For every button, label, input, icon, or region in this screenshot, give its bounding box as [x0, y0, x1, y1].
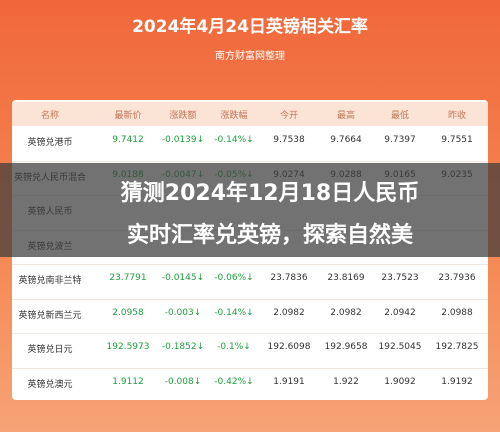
table-cell: -0.008↓: [164, 376, 202, 387]
table-cell: 192.6098: [267, 342, 311, 352]
table-cell: 192.5973: [106, 342, 150, 352]
table-cell: 1.9192: [441, 376, 473, 387]
row-divider: [12, 367, 488, 369]
table-cell: 1.9092: [384, 376, 416, 387]
overlay: [0, 163, 500, 257]
table-cell: 9.7664: [330, 135, 362, 145]
table-cell: 2.0982: [330, 307, 362, 318]
table-cell: 23.7836: [270, 273, 308, 283]
table-cell: 9.7551: [441, 135, 473, 145]
table-cell: 1.9191: [273, 376, 305, 387]
table-cell: -0.1852↓: [161, 342, 205, 352]
column-header: 涨跌幅: [220, 111, 248, 121]
column-header: 涨跌额: [169, 111, 197, 121]
table-cell: 23.7936: [438, 273, 476, 283]
table-cell: 192.9658: [324, 342, 368, 352]
table-cell: 1.9112: [112, 376, 144, 387]
table-cell: 23.7791: [109, 273, 147, 283]
column-header: 最低: [390, 111, 410, 121]
table-cell: 2.0988: [441, 307, 473, 318]
row-divider: [12, 333, 488, 334]
table-cell: 1.922: [333, 376, 359, 387]
table-cell: 9.7538: [273, 135, 305, 145]
table-cell: 英镑兑南非兰特: [18, 276, 82, 286]
table-cell: -0.003↓: [164, 307, 202, 318]
table-cell: -0.0139↓: [161, 135, 205, 145]
table-cell: 192.5045: [378, 342, 422, 352]
table-cell: -0.14%↓: [214, 307, 254, 318]
table-cell: 23.7523: [381, 273, 419, 283]
row-divider: [12, 264, 488, 265]
table-cell: 2.0942: [384, 307, 416, 318]
table-cell: -0.1%↓: [217, 342, 251, 352]
column-header: 最高: [336, 111, 356, 121]
column-header: 名称: [40, 111, 60, 121]
overlay-line: 猜测2024年12月18日人民币: [120, 181, 420, 206]
title: 2024年4月24日英镑相关汇率: [132, 17, 368, 37]
subtitle: 南方财富网整理: [215, 51, 285, 62]
row-divider: [12, 298, 488, 300]
overlay-line: 实时汇率兑英镑，探索自然美: [126, 223, 413, 248]
table-cell: 英镑兑新西兰元: [18, 310, 82, 321]
column-header: 昨收: [447, 111, 467, 121]
table-cell: 2.0982: [273, 307, 305, 318]
table-cell: -0.42%↓: [214, 376, 254, 387]
table-header: [12, 102, 488, 126]
column-header: 最新价: [114, 111, 142, 121]
table-cell: 英镑兑澳元: [27, 379, 73, 390]
column-header: 今开: [279, 111, 299, 121]
table-cell: 英镑兑日元: [27, 345, 73, 355]
table-cell: -0.06%↓: [214, 273, 254, 283]
table-cell: 192.7825: [435, 342, 479, 352]
table-cell: 9.7412: [112, 135, 144, 145]
table-cell: 9.7397: [384, 135, 416, 145]
row-divider: [12, 160, 488, 162]
table-cell: 2.0958: [112, 307, 144, 318]
table-cell: -0.0145↓: [161, 273, 205, 283]
table-cell: 英镑兑港币: [27, 138, 73, 148]
table-cell: -0.14%↓: [214, 135, 254, 145]
table-cell: 23.8169: [327, 273, 365, 283]
